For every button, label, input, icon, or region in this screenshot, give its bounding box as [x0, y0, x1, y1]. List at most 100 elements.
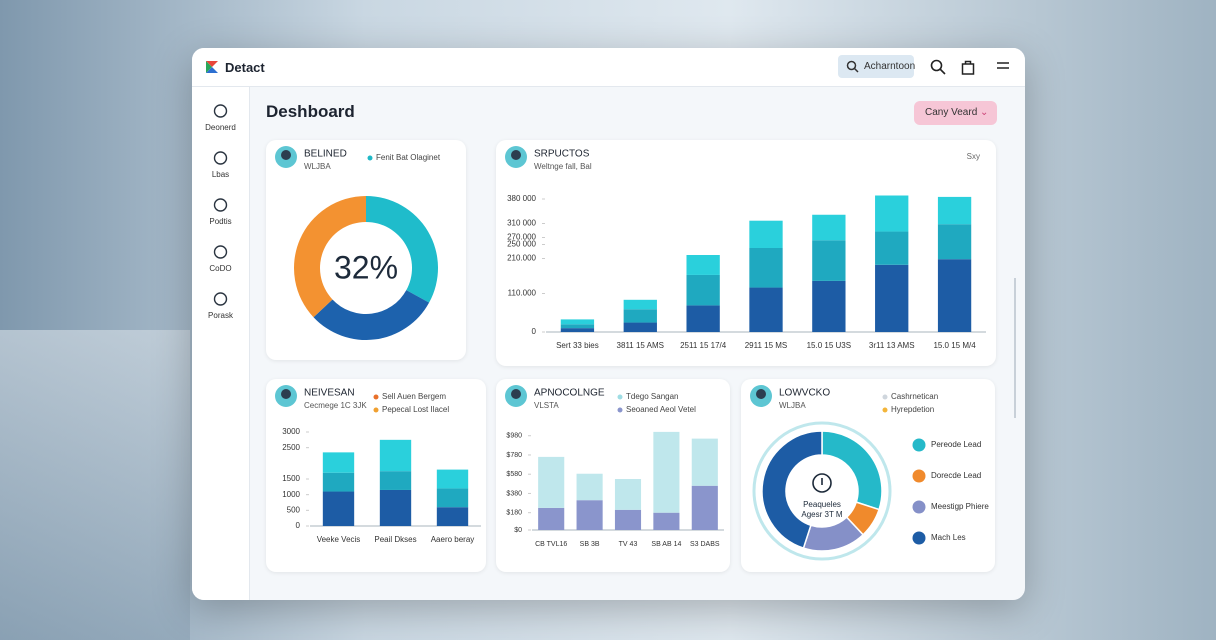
x-tick-label: 3r11 13 AMS	[869, 341, 915, 350]
panel-svg: APNOCOLNGE VLSTA Tdego Sangan Seoaned Aeol …	[505, 385, 724, 548]
nav-label[interactable]: CoDO	[209, 264, 232, 273]
panel-title: APNOCOLNGE	[534, 388, 605, 399]
menu-button[interactable]	[997, 61, 1009, 71]
nav-label[interactable]: Deonerd	[205, 123, 236, 132]
donut-segment	[294, 196, 366, 318]
bar-segment	[560, 324, 595, 329]
x-tick-label: 15.0 15 U3S	[807, 341, 851, 350]
panel: APNOCOLNGE VLSTA Tdego Sangan Seoaned Aeol …	[496, 379, 730, 572]
legend-label: Pereode Lead	[931, 440, 981, 449]
y-tick-label: 1000	[282, 490, 300, 499]
bar-segment	[322, 452, 355, 473]
bar-segment	[322, 491, 355, 526]
panel-subtitle: WLJBA	[304, 162, 331, 171]
panel: NEIVESAN Cecmege 1C 3JK Sell Auen Bergem Pe…	[266, 379, 486, 572]
search-box[interactable]: Acharntoon	[838, 55, 916, 78]
y-tick-label: $0	[514, 527, 522, 534]
bar-segment	[937, 224, 972, 260]
bar-segment	[623, 322, 657, 332]
sidebar: Deonerd Lbas Podtis CoDO Porask	[192, 87, 250, 600]
bar-segment	[653, 431, 680, 513]
panel-note: Sxy	[967, 152, 980, 161]
panel-subtitle: Cecmege 1C 3JK	[304, 401, 367, 410]
bar-segment	[379, 471, 412, 490]
search-text: Acharntoon	[864, 61, 916, 72]
bar-segment	[691, 485, 718, 530]
dropdown-button[interactable]: Cany Veard ⌄	[914, 101, 997, 125]
bar-segment	[812, 240, 846, 281]
legend-dot	[882, 394, 888, 400]
bar-segment	[686, 274, 720, 306]
logo	[206, 61, 218, 73]
avatar-face	[511, 150, 521, 160]
nav-icon	[213, 151, 228, 165]
bar-segment	[653, 512, 680, 530]
bar-segment	[436, 507, 469, 526]
bar-segment	[937, 259, 972, 332]
y-tick-label: 0	[296, 521, 301, 530]
legend-dot	[912, 500, 926, 514]
chevron: ⌄	[980, 107, 989, 118]
bag-button[interactable]	[961, 59, 975, 75]
x-tick-label: Sert 33 bies	[556, 341, 599, 350]
dropdown-label: Cany Veard	[925, 107, 978, 118]
legend-label: Pepecal Lost Ilacel	[382, 405, 449, 414]
nav-label[interactable]: Lbas	[211, 170, 230, 179]
bar-segment	[576, 473, 603, 501]
bar-segment	[538, 456, 565, 508]
panel-svg: LOWVCKO WLJBA Cashrnetican Hyrepdetion Peaqu…	[750, 385, 989, 561]
x-tick-label: 3811 15 AMS	[617, 341, 664, 350]
bar-segment	[812, 214, 846, 241]
outer-ring	[752, 421, 892, 561]
app-window: Detact Acharntoon Deonerd Lbas Podtis CoDO P…	[192, 48, 1025, 600]
donut-segment	[313, 290, 430, 340]
legend-dot	[373, 407, 379, 413]
x-tick-label: SB 3B	[580, 541, 600, 548]
panel: BELINED WLJBA Fenit Bat Olaginet 32%	[266, 140, 466, 360]
nav-label[interactable]: Podtis	[209, 217, 232, 226]
legend-label: Tdego Sangan	[626, 392, 679, 401]
y-tick-label: 110.000	[508, 289, 537, 298]
panel-title: NEIVESAN	[304, 388, 355, 399]
nav-glyph	[213, 292, 228, 306]
bar-segment	[560, 328, 595, 332]
legend-dot	[912, 438, 926, 452]
scrollbar	[1014, 278, 1016, 418]
bar-segment	[686, 255, 720, 275]
panel-subtitle: Weltnge fall, Bal	[534, 162, 592, 171]
legend-label: Fenit Bat Olaginet	[376, 153, 441, 162]
bar-segment	[749, 287, 783, 332]
page-title: Deshboard	[266, 102, 355, 121]
bar-segment	[322, 472, 355, 492]
y-tick-label: 210.000	[507, 254, 536, 263]
panel-subtitle: WLJBA	[779, 401, 806, 410]
nav-icon	[213, 292, 228, 306]
panel-svg: SRPUCTOS Weltnge fall, Bal Sxy 0 110.000 210.…	[505, 146, 986, 350]
nav-label[interactable]: Porask	[208, 311, 233, 320]
legend-label: Sell Auen Bergem	[382, 392, 446, 401]
bar-segment	[576, 500, 603, 530]
bar-segment	[812, 280, 846, 332]
donut-segment	[761, 430, 823, 550]
donut-segment	[821, 430, 883, 511]
y-tick-label: 380 000	[507, 194, 536, 203]
bar-segment	[614, 479, 642, 510]
legend-label: Mach Les	[931, 533, 966, 542]
nav-icon	[213, 198, 228, 212]
alert-icon	[812, 473, 832, 493]
x-tick-label: Peail Dkses	[374, 535, 416, 544]
avatar-face	[511, 389, 521, 399]
x-tick-label: 2511 15 17/4	[680, 341, 727, 350]
donut-segment	[366, 196, 438, 303]
search-icon	[846, 60, 859, 73]
donut-center-sublabel: Agesr 3T M	[801, 510, 843, 519]
avatar-face	[756, 389, 766, 399]
avatar-face	[281, 150, 291, 160]
legend-label: Meestigp Phiere	[931, 502, 989, 511]
y-tick-label: 0	[532, 327, 537, 336]
panel-title: LOWVCKO	[779, 388, 830, 399]
nav-glyph	[213, 198, 228, 212]
search-button[interactable]	[930, 59, 946, 75]
bar-segment	[875, 231, 909, 265]
y-tick-label: 270.000	[507, 233, 536, 242]
